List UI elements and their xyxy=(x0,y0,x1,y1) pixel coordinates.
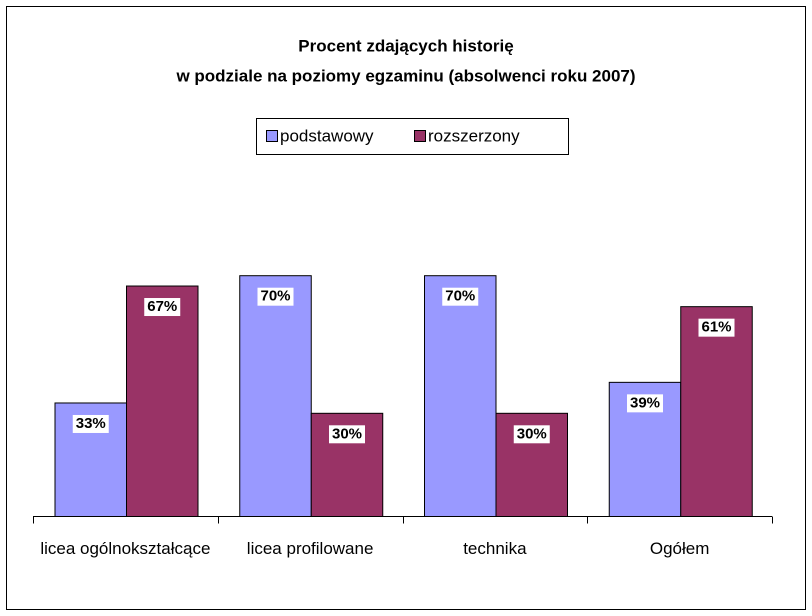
value-label: 39% xyxy=(630,394,660,411)
bar xyxy=(239,275,312,518)
legend-swatch xyxy=(266,130,278,142)
value-label: 67% xyxy=(147,298,177,315)
x-tick-label: Ogółem xyxy=(649,539,710,558)
value-label: 61% xyxy=(701,319,731,336)
value-label: 30% xyxy=(517,425,547,442)
legend-swatch xyxy=(414,130,426,142)
x-tick-label: licea ogólnokształcące xyxy=(40,539,211,558)
value-label: 70% xyxy=(260,288,290,305)
value-label-bg xyxy=(627,394,663,413)
legend-label: rozszerzony xyxy=(428,126,520,145)
chart-title: w podziale na poziomy egzaminu (absolwen… xyxy=(175,66,635,85)
value-label-bg xyxy=(257,287,294,306)
value-label-bg xyxy=(513,425,550,444)
legend-label: podstawowy xyxy=(280,126,374,145)
value-label-bg xyxy=(442,287,479,306)
bar xyxy=(680,306,753,517)
bar xyxy=(126,285,199,517)
chart-title: Procent zdających historię xyxy=(298,36,513,55)
x-tick-label: licea profilowane xyxy=(246,539,374,558)
value-label-bg xyxy=(329,425,365,444)
value-label-bg xyxy=(72,414,109,433)
bar xyxy=(424,275,497,518)
value-label-bg xyxy=(698,318,735,337)
value-label: 30% xyxy=(332,425,362,442)
legend-box xyxy=(256,118,569,155)
value-label-bg xyxy=(144,298,181,317)
x-tick-label: technika xyxy=(463,539,527,558)
value-label: 70% xyxy=(445,288,475,305)
value-label: 33% xyxy=(76,415,106,432)
